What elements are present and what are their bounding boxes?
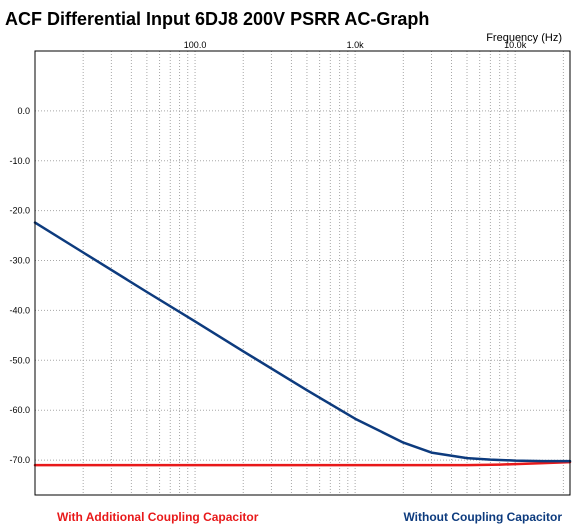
x-tick-label: 1.0k bbox=[347, 40, 365, 50]
series-lines bbox=[33, 221, 572, 467]
y-tick-label: -10.0 bbox=[9, 156, 30, 166]
x-tick-label: 100.0 bbox=[184, 40, 207, 50]
y-tick-label: -20.0 bbox=[9, 206, 30, 216]
plot-area bbox=[35, 51, 570, 495]
grid-lines bbox=[35, 51, 570, 495]
y-tick-label: -30.0 bbox=[9, 256, 30, 266]
y-tick-label: 0.0 bbox=[17, 106, 30, 116]
chart-title: ACF Differential Input 6DJ8 200V PSRR AC… bbox=[5, 9, 429, 29]
series-with-additional-coupling-capacitor bbox=[33, 460, 572, 467]
x-tick-label: 10.0k bbox=[504, 40, 527, 50]
series-without-coupling-capacitor bbox=[33, 221, 572, 463]
y-tick-label: -40.0 bbox=[9, 305, 30, 315]
y-tick-label: -50.0 bbox=[9, 355, 30, 365]
plot-border bbox=[34, 50, 571, 496]
y-tick-label: -60.0 bbox=[9, 405, 30, 415]
legend-without-coupling-capacitor: Without Coupling Capacitor bbox=[403, 510, 562, 524]
legend-with-additional-coupling-capacitor: With Additional Coupling Capacitor bbox=[57, 510, 259, 524]
tick-labels: 100.0 1.0k 10.0k 0.0 -10.0 -20.0 -30.0 -40.0 -50… bbox=[9, 40, 526, 465]
x-axis-label: Frequency (Hz) bbox=[486, 32, 562, 44]
y-tick-label: -70.0 bbox=[9, 455, 30, 465]
